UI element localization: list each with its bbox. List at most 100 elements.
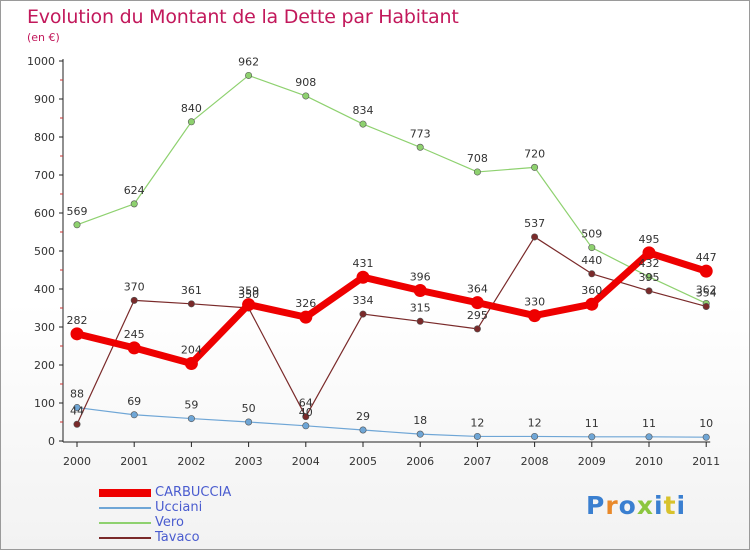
data-point (302, 413, 310, 421)
data-label: 40 (299, 406, 313, 419)
y-tick-label: 200 (34, 359, 55, 372)
data-point (588, 433, 596, 441)
legend-swatch (99, 537, 151, 539)
x-tick-label: 2006 (406, 455, 434, 468)
data-point (531, 233, 539, 241)
x-tick-label: 2001 (120, 455, 148, 468)
data-label: 359 (238, 285, 259, 298)
data-label: 432 (639, 257, 660, 270)
data-label: 370 (124, 280, 145, 293)
chart-title: Evolution du Montant de la Dette par Hab… (27, 6, 459, 28)
x-tick-label: 2007 (463, 455, 491, 468)
legend-item: Ucciani (99, 500, 399, 515)
data-point (73, 404, 81, 412)
data-label: 295 (467, 309, 488, 322)
data-label: 350 (238, 288, 259, 301)
x-tick-label: 2003 (235, 455, 263, 468)
data-point (187, 415, 195, 423)
data-label: 840 (181, 102, 202, 115)
data-point (473, 168, 481, 176)
data-label: 447 (696, 251, 717, 264)
data-point (473, 432, 481, 440)
legend-swatch (99, 522, 151, 524)
data-point (127, 341, 141, 355)
data-point (416, 317, 424, 325)
data-point (473, 325, 481, 333)
data-label: 834 (353, 104, 374, 117)
data-label: 11 (585, 417, 599, 430)
chart-subtitle: (en €) (27, 31, 60, 44)
data-point (359, 310, 367, 318)
legend: CARBUCCIA Ucciani Vero Tavaco (99, 485, 399, 545)
data-label: 362 (696, 283, 717, 296)
data-point (528, 309, 542, 323)
data-point (302, 422, 310, 430)
data-label: 773 (410, 127, 431, 140)
data-point (416, 143, 424, 151)
x-tick-label: 2011 (692, 455, 720, 468)
data-point (130, 296, 138, 304)
data-label: 431 (353, 257, 374, 270)
data-point (645, 433, 653, 441)
data-point (130, 200, 138, 208)
data-label: 88 (70, 388, 84, 401)
data-label: 29 (356, 410, 370, 423)
data-point (359, 426, 367, 434)
data-label: 330 (524, 296, 545, 309)
data-point (245, 418, 253, 426)
legend-item: CARBUCCIA (99, 485, 399, 500)
logo-letter: t (663, 491, 677, 520)
y-tick-label: 300 (34, 321, 55, 334)
legend-label: Vero (155, 515, 184, 530)
data-label: 509 (581, 228, 602, 241)
legend-label: CARBUCCIA (155, 485, 232, 500)
data-point (531, 432, 539, 440)
data-label: 440 (581, 254, 602, 267)
data-label: 50 (242, 402, 256, 415)
data-point (416, 430, 424, 438)
data-label: 720 (524, 147, 545, 160)
logo-letter: i (676, 491, 687, 520)
data-label: 624 (124, 184, 145, 197)
data-label: 495 (639, 233, 660, 246)
data-point (130, 411, 138, 419)
x-tick-label: 2000 (63, 455, 91, 468)
data-point (645, 273, 653, 281)
data-label: 12 (470, 416, 484, 429)
data-label: 708 (467, 152, 488, 165)
data-label: 204 (181, 343, 202, 356)
data-point (356, 270, 370, 284)
data-point (702, 302, 710, 310)
data-label: 908 (295, 76, 316, 89)
data-point (585, 297, 599, 311)
data-label: 44 (70, 404, 84, 417)
y-tick-label: 1000 (27, 55, 55, 68)
logo-letter: i (654, 491, 664, 520)
logo-letter: P (586, 491, 606, 520)
data-label: 569 (67, 205, 88, 218)
x-tick-label: 2010 (635, 455, 663, 468)
data-point (73, 420, 81, 428)
data-label: 64 (299, 397, 313, 410)
series-line-tavaco (76, 236, 707, 425)
legend-swatch (99, 507, 151, 509)
data-label: 364 (467, 283, 488, 296)
legend-label: Tavaco (155, 530, 200, 545)
data-label: 326 (295, 297, 316, 310)
y-tick-label: 800 (34, 131, 55, 144)
series-line-carbuccia (73, 249, 710, 367)
data-point (242, 298, 256, 312)
data-label: 334 (353, 294, 374, 307)
proxiti-logo: Proxiti (586, 491, 686, 520)
y-tick-label: 500 (34, 245, 55, 258)
data-point (73, 221, 81, 229)
logo-letter: r (605, 491, 619, 520)
data-label: 537 (524, 217, 545, 230)
legend-label: Ucciani (155, 500, 203, 515)
y-tick-label: 0 (48, 435, 55, 448)
data-point (699, 264, 713, 278)
data-label: 962 (238, 55, 259, 68)
legend-swatch (99, 489, 151, 497)
y-tick-label: 600 (34, 207, 55, 220)
